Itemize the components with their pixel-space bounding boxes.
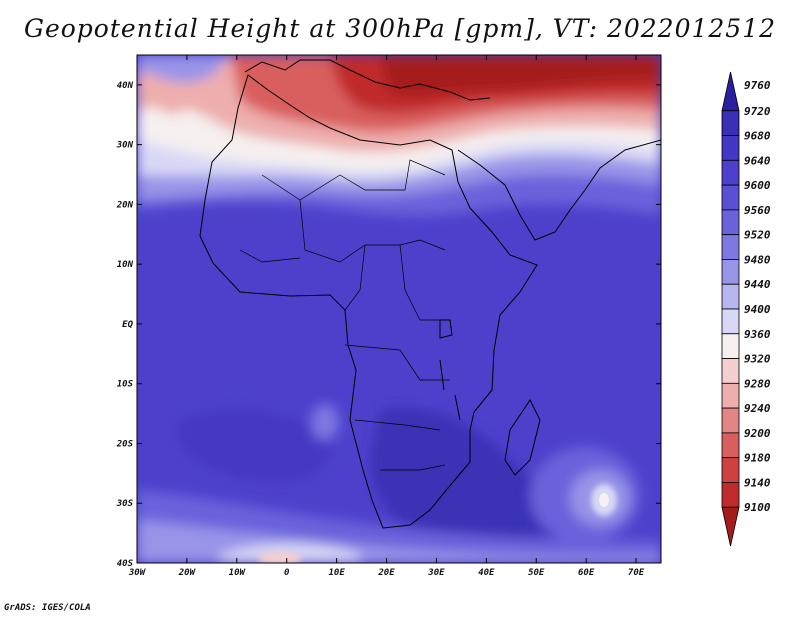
x-tick-label: 0 — [284, 568, 290, 578]
y-tick-label: 10N — [117, 260, 134, 270]
arabia-coastline — [457, 139, 661, 241]
colorbar-label: 9240 — [744, 402, 771, 415]
x-tick-label: 10E — [328, 568, 345, 578]
colorbar-label: 9480 — [744, 253, 771, 266]
colorbar-label: 9180 — [744, 452, 771, 465]
colorbar-label: 9600 — [744, 179, 771, 192]
colorbar-swatch — [721, 110, 740, 136]
y-axis: 40N 30N 20N 10N EQ 10S 20S 30S 40S — [116, 81, 661, 569]
colorbar-swatch — [721, 184, 740, 211]
plot-frame — [136, 54, 662, 564]
y-tick-label: 40S — [117, 559, 134, 569]
y-tick-label: EQ — [122, 320, 133, 330]
colorbar-label: 9400 — [744, 303, 771, 316]
colorbar-swatch — [721, 209, 740, 236]
x-tick-label: 40E — [478, 568, 495, 578]
colorbar-swatch — [721, 482, 740, 508]
colorbar-swatch — [721, 234, 740, 260]
x-tick-label: 30E — [427, 568, 445, 578]
y-tick-label: 10S — [117, 380, 134, 390]
colorbar-label: 9440 — [744, 278, 771, 291]
colorbar-label: 9720 — [744, 105, 771, 118]
y-tick-label: 20S — [116, 439, 134, 449]
internal-borders — [239, 159, 450, 471]
colorbar-label: 9360 — [744, 328, 771, 341]
x-tick-label: 10W — [229, 568, 247, 578]
colorbar-swatch — [721, 382, 740, 409]
credit-text: GrADS: IGES/COLA — [4, 603, 91, 613]
colorbar-label: 9640 — [744, 154, 771, 167]
map-title: Geopotential Height at 300hPa [gpm], VT:… — [23, 14, 777, 43]
colorbar-bottom-arrow — [721, 506, 740, 547]
colorbar-label: 9320 — [744, 353, 771, 366]
colorbar-swatch — [721, 259, 740, 285]
coastlines — [199, 59, 661, 529]
colorbar-label: 9280 — [744, 377, 771, 390]
x-tick-label: 20W — [178, 568, 197, 578]
colorbar-swatch — [721, 432, 740, 459]
x-axis: 30W 20W 10W 0 10E 20E 30E 40E 50E 60E 70E — [128, 55, 645, 578]
colorbar-swatch — [721, 333, 740, 359]
x-tick-label: 70E — [628, 568, 645, 578]
colorbar-swatch — [721, 407, 740, 434]
x-tick-label: 50E — [528, 568, 545, 578]
colorbar-label: 9520 — [744, 229, 771, 242]
europe-coastline — [244, 59, 491, 101]
africa-coastline — [199, 74, 538, 529]
colorbar-swatch — [721, 457, 740, 483]
y-tick-label: 30S — [116, 499, 134, 509]
x-tick-label: 20E — [377, 568, 395, 578]
colorbar-label: 9680 — [744, 130, 771, 143]
madagascar-coastline — [504, 399, 541, 476]
shaded-field — [137, 55, 661, 563]
colorbar-swatch — [721, 358, 740, 384]
x-tick-label: 30W — [128, 568, 147, 578]
colorbar-swatch — [721, 135, 740, 161]
colorbar-label: 9760 — [744, 79, 771, 92]
colorbar-top-arrow — [721, 71, 740, 112]
colorbar-label: 9560 — [744, 204, 771, 217]
colorbar-swatch — [721, 159, 740, 186]
y-tick-label: 20N — [116, 200, 134, 210]
lakes-east-africa — [439, 319, 461, 421]
colorbar-label: 9100 — [744, 501, 771, 514]
colorbar: 9760 9720 9680 9640 9600 9560 9520 9480 9440 9400… — [721, 71, 771, 547]
y-tick-label: 30N — [116, 141, 134, 151]
colorbar-label: 9140 — [744, 476, 771, 489]
colorbar-label: 9200 — [744, 427, 771, 440]
x-tick-label: 60E — [578, 568, 595, 578]
colorbar-swatch — [721, 308, 740, 335]
y-tick-label: 40N — [117, 81, 134, 91]
colorbar-swatch — [721, 283, 740, 310]
